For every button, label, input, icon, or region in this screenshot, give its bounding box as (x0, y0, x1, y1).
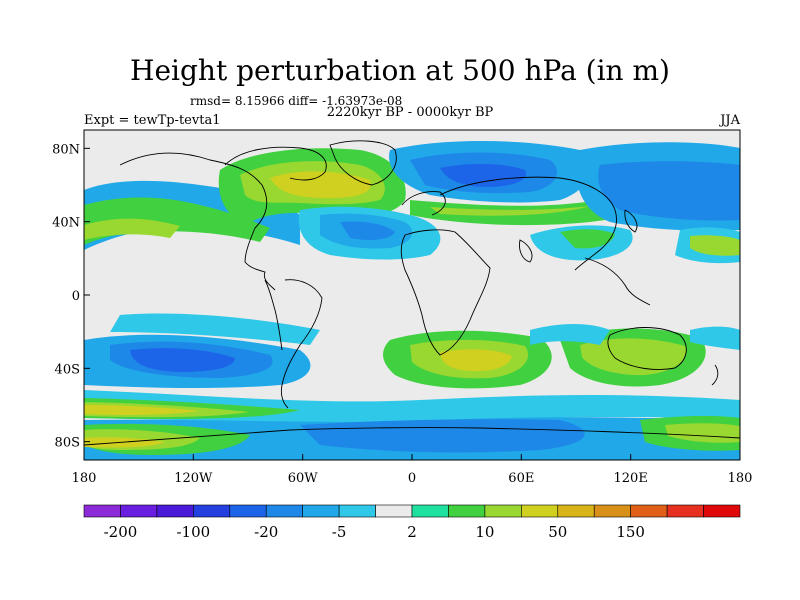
colorbar-label: -20 (254, 523, 278, 541)
lat-tick-label: 0 (72, 289, 80, 304)
contour-band (130, 348, 235, 372)
rmsd-stats: rmsd= 8.15966 diff= -1.63973e-08 (190, 94, 403, 108)
colorbar-swatch (484, 504, 522, 518)
colorbar-swatch (448, 504, 486, 518)
colorbar-swatch (338, 504, 376, 518)
contour-field (84, 130, 740, 460)
axis-ticks: 80N 40N 0 40S 80S 180 120W 60W 0 60E 120E 180 (52, 142, 752, 486)
colorbar-swatch (411, 504, 449, 518)
new-zealand-coast (711, 364, 719, 386)
contour-band (84, 405, 200, 415)
colorbar-label: 50 (548, 523, 567, 541)
colorbar-swatch (630, 504, 668, 518)
colorbar-swatch (83, 504, 121, 518)
colorbar-swatch (156, 504, 194, 518)
contour-band (440, 349, 512, 372)
colorbar-label: -200 (104, 523, 138, 541)
contour-band (690, 235, 740, 256)
contour-band (430, 206, 590, 216)
colorbar-label: -100 (176, 523, 210, 541)
colorbar-swatch (229, 504, 267, 518)
experiment-label: Expt = tewTp-tevta1 (84, 113, 221, 128)
lon-tick-label: 60E (508, 471, 534, 486)
asia-coast (439, 176, 617, 271)
colorbar-swatch (557, 504, 595, 518)
north-america-coast (119, 152, 276, 291)
contour-band (300, 419, 585, 453)
lat-tick-label: 40S (55, 362, 80, 377)
contour-band (84, 197, 270, 245)
colorbar-label: -5 (332, 523, 347, 541)
contour-band (84, 218, 180, 240)
antarctica-coast (84, 427, 740, 446)
season-label: JJA (720, 113, 740, 128)
india-coast (519, 239, 533, 263)
africa-coast (400, 229, 491, 356)
contour-band (580, 338, 686, 376)
colorbar: -200 -100 -20 -5 2 10 50 150 (83, 504, 741, 541)
colorbar-label: 150 (616, 523, 645, 541)
lon-tick-label: 60W (288, 471, 319, 486)
lon-tick-label: 180 (72, 471, 97, 486)
contour-band (530, 324, 610, 345)
plot-title: Height perturbation at 500 hPa (in m) (130, 54, 670, 87)
contour-band (690, 326, 740, 350)
southeast-asia-coast (584, 257, 651, 306)
arctic-islands-coast (224, 146, 327, 181)
contour-band (440, 164, 526, 187)
colorbar-swatch (265, 504, 303, 518)
greenland-coast (329, 140, 397, 186)
colorbar-swatch (593, 504, 631, 518)
colorbar-swatch (375, 504, 413, 518)
contour-band (110, 313, 320, 345)
colorbar-swatch (521, 504, 559, 518)
coastlines (84, 140, 740, 446)
colorbar-label: 2 (407, 523, 417, 541)
lon-tick-label: 120W (174, 471, 213, 486)
europe-coast (401, 191, 446, 216)
contour-band (665, 423, 740, 443)
contour-band (598, 161, 740, 221)
australia-coast (607, 327, 687, 370)
lon-tick-label: 0 (408, 471, 416, 486)
contour-band (340, 221, 395, 240)
colorbar-swatch (666, 504, 704, 518)
colorbar-label: 10 (475, 523, 494, 541)
lat-tick-label: 80S (55, 436, 80, 451)
contour-band (270, 171, 371, 198)
colorbar-swatch (302, 504, 340, 518)
south-america-coast (280, 279, 323, 409)
japan-coast (624, 209, 638, 233)
south-america-west-coast (264, 279, 283, 351)
lon-tick-label: 120E (614, 471, 648, 486)
contour-band (560, 229, 615, 249)
colorbar-swatch (193, 504, 231, 518)
lon-tick-label: 180 (728, 471, 753, 486)
lat-tick-label: 40N (52, 216, 80, 231)
time-period: 2220kyr BP - 0000kyr BP (326, 105, 494, 120)
colorbar-swatch (120, 504, 158, 518)
lat-tick-label: 80N (52, 142, 80, 157)
colorbar-swatch (703, 504, 741, 518)
